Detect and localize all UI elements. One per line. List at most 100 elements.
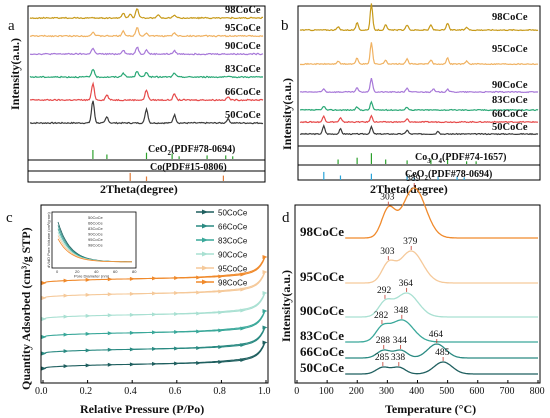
ref-sub: 2 xyxy=(424,174,428,182)
xrd-b-curve-98CoCe xyxy=(299,3,539,32)
panel-d-ticklabel: 400 xyxy=(409,386,424,397)
inset-tick: 60 xyxy=(113,269,118,274)
sorption-marker-98CoCe xyxy=(85,277,91,282)
inset-tick: 40 xyxy=(94,269,99,274)
xrd-a-curve-83CoCe xyxy=(29,68,264,79)
tpd-label-50CoCe: 50CoCe xyxy=(300,360,344,375)
tpd-peak-label: 379 xyxy=(403,237,418,247)
panel-d-label: d xyxy=(282,210,290,226)
panel-c-xlabel: Relative Pressure (P/Po) xyxy=(80,402,204,416)
xrd-b-label-95CoCe: 95CoCe xyxy=(492,44,528,55)
tpd-peak-label: 288 xyxy=(376,336,391,346)
sorption-marker-90CoCe xyxy=(152,312,157,317)
sorption-marker-98CoCe xyxy=(240,272,246,277)
inset-legend-90CoCe: 90CoCe xyxy=(88,232,103,237)
sorption-marker-98CoCe xyxy=(41,281,47,285)
xrd-a-label-98CoCe: 98CoCe xyxy=(225,5,261,16)
panel-d-ticklabel: 100 xyxy=(319,386,334,397)
xrd-b-label-66CoCe: 66CoCe xyxy=(492,109,528,120)
sorption-marker-95CoCe xyxy=(41,296,47,300)
xrd-b-curve-95CoCe xyxy=(299,42,539,66)
tpd-peak-label: 344 xyxy=(393,336,408,346)
sorption-marker-90CoCe xyxy=(107,313,113,318)
sorption-marker-98CoCe xyxy=(107,277,113,282)
sorption-marker-83CoCe xyxy=(262,309,268,313)
sorption-marker-98CoCe xyxy=(262,255,268,259)
tpd-label-98CoCe: 98CoCe xyxy=(300,224,344,239)
tpd-curve-95CoCe xyxy=(345,250,538,284)
desorption-curve-90CoCe xyxy=(132,291,266,316)
panel-d-ticklabel: 700 xyxy=(499,386,514,397)
sorption-marker-66CoCe xyxy=(41,351,47,356)
tpd-label-66CoCe: 66CoCe xyxy=(300,344,344,359)
panel-c-ticklabel: 0.4 xyxy=(124,386,137,397)
xrd-b-label-50CoCe: 50CoCe xyxy=(492,122,528,133)
panel-d-ticklabel: 600 xyxy=(469,386,484,397)
sorption-marker-90CoCe xyxy=(196,311,202,316)
xrd-b-label-90CoCe: 90CoCe xyxy=(492,80,528,91)
panel-d-ticklabel: 200 xyxy=(349,386,364,397)
ref-text: CeO xyxy=(148,144,168,155)
sorption-marker-50CoCe xyxy=(196,360,202,365)
sorption-marker-90CoCe xyxy=(262,291,268,295)
sorption-marker-90CoCe xyxy=(63,314,69,319)
inset-legend-98CoCe: 98CoCe xyxy=(88,243,103,248)
panel-a-ylabel: Intensity(a.u.) xyxy=(8,38,22,110)
sorption-marker-66CoCe xyxy=(262,325,268,330)
xrd-a-ref-ceo2: CeO2(PDF#78-0694) xyxy=(148,144,235,157)
xrd-b-curve-66CoCe xyxy=(299,114,539,124)
panel-a-xlabel: 2Theta(degree) xyxy=(100,182,178,196)
panel-c-label: c xyxy=(6,210,13,226)
inset-ylabel: dV/dD Pore Volume (cm³/g·nm) xyxy=(46,212,51,268)
xrd-a-curve-66CoCe xyxy=(29,81,264,102)
xrd-b-ref-co3o4: Co3O4(PDF#74-1657) xyxy=(415,152,506,165)
sorption-marker-50CoCe xyxy=(174,361,180,366)
panel-c-ticklabel: 0.2 xyxy=(80,386,93,397)
sorption-marker-50CoCe xyxy=(63,364,69,369)
panel-d-ticklabel: 800 xyxy=(530,386,545,397)
sorption-marker-50CoCe xyxy=(262,340,268,345)
xrd-b-curve-50CoCe xyxy=(299,124,539,136)
sorption-marker-95CoCe xyxy=(174,291,180,296)
panel-d-ticklabel: 0 xyxy=(294,386,299,397)
sorption-marker-90CoCe xyxy=(218,310,224,315)
sorption-marker-66CoCe xyxy=(218,345,224,350)
sorption-marker-66CoCe xyxy=(85,348,91,353)
xrd-a-curve-90CoCe xyxy=(29,46,264,56)
tpd-peak-label: 338 xyxy=(391,353,406,363)
tpd-label-90CoCe: 90CoCe xyxy=(300,303,344,318)
ref-sub: 4 xyxy=(439,157,443,165)
legend-label-50CoCe: 50CoCe xyxy=(218,209,248,218)
sorption-marker-98CoCe xyxy=(218,274,224,279)
xrd-a-ref-co: Co(PDF#15-0806) xyxy=(150,162,227,173)
ref-text: Co xyxy=(415,152,427,163)
inset-legend-50CoCe: 50CoCe xyxy=(88,215,103,220)
inset-tick: 80 xyxy=(132,269,137,274)
sorption-marker-50CoCe xyxy=(129,362,135,367)
inset-frame xyxy=(51,211,137,269)
sorption-marker-50CoCe xyxy=(218,360,224,365)
sorption-marker-83CoCe xyxy=(63,332,69,337)
panel-d-ticklabel: 300 xyxy=(379,386,394,397)
sorption-marker-95CoCe xyxy=(218,289,224,294)
inset-curve-98CoCe xyxy=(57,238,132,263)
inset-legend-83CoCe: 83CoCe xyxy=(88,226,103,231)
legend-marker-66CoCe xyxy=(202,223,208,229)
xrd-b-ref-ceo2: CeO2(PDF#78-0694) xyxy=(405,169,492,182)
sorption-marker-83CoCe xyxy=(152,330,157,335)
sorption-marker-83CoCe xyxy=(129,330,135,335)
tpd-peak-label: 282 xyxy=(374,311,389,321)
ref-text: O xyxy=(431,152,439,163)
panel-d-ticklabel: 500 xyxy=(439,386,454,397)
sorption-marker-50CoCe xyxy=(152,361,157,366)
tpd-curve-83CoCe xyxy=(345,319,538,343)
legend-marker-90CoCe xyxy=(202,251,208,257)
ref-text: (PDF#74-1657) xyxy=(442,152,506,163)
inset-legend-66CoCe: 66CoCe xyxy=(88,221,103,226)
sorption-marker-66CoCe xyxy=(240,342,246,347)
panel-c-ticklabel: 0.0 xyxy=(35,386,48,397)
inset-legend-95CoCe: 95CoCe xyxy=(88,237,103,242)
sorption-marker-98CoCe xyxy=(152,276,157,281)
sorption-marker-90CoCe xyxy=(85,313,91,318)
panel-c-ticklabel: 0.6 xyxy=(169,386,182,397)
